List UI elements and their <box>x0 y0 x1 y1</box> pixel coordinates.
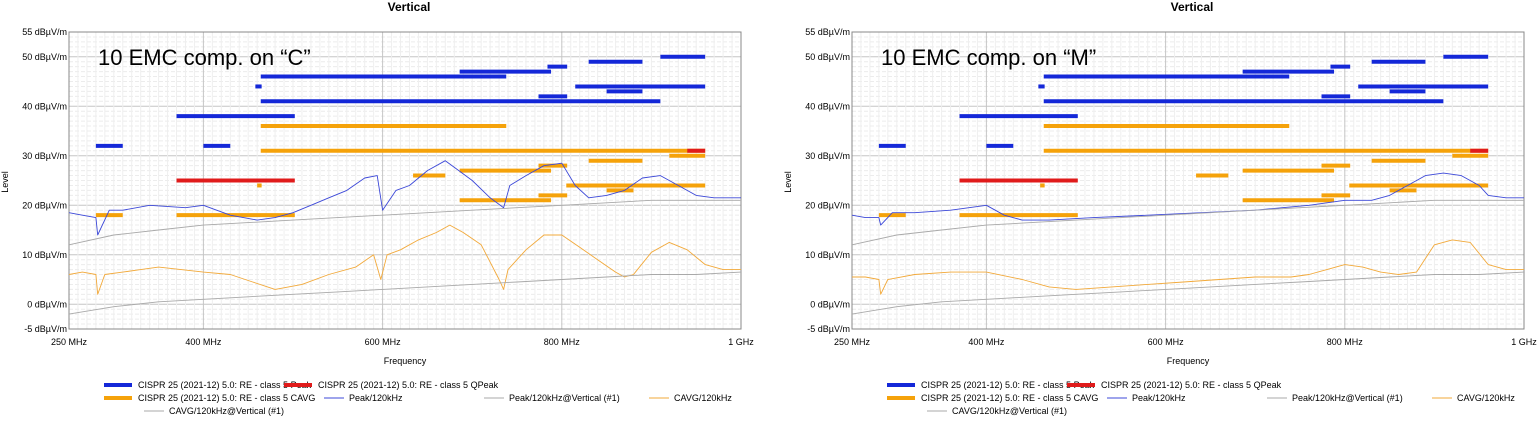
legend-label: CISPR 25 (2021-12) 5.0: RE - class 5 QPe… <box>318 380 499 390</box>
peak-120khz-vertical-1-trace <box>68 199 741 246</box>
legend-label: Peak/120kHz <box>349 393 403 403</box>
y-tick-label: 10 dBµV/m <box>805 250 850 260</box>
legend-label: CISPR 25 (2021-12) 5.0: RE - class 5 CAV… <box>138 393 315 403</box>
chart-m-legend: CISPR 25 (2021-12) 5.0: RE - class 5 Pea… <box>887 380 1515 416</box>
legend-label: CISPR 25 (2021-12) 5.0: RE - class 5 Pea… <box>921 380 1095 390</box>
peak-120khz-trace <box>851 172 1524 226</box>
peak-120khz-vertical-1-trace <box>851 199 1524 246</box>
x-tick-label: 800 MHz <box>1327 337 1364 347</box>
y-tick-label: 40 dBµV/m <box>805 101 850 111</box>
y-tick-label: 0 dBµV/m <box>27 299 67 309</box>
y-tick-label: 55 dBµV/m <box>22 27 67 37</box>
x-tick-label: 1 GHz <box>1511 337 1537 347</box>
x-tick-label: 800 MHz <box>544 337 581 347</box>
chart-m: Vertical -5 dBµV/m 0 dBµV/m 10 dBµV/m 20 dB… <box>783 0 1537 416</box>
chart-m-limits <box>878 54 1489 218</box>
legend-label: CAVG/120kHz@Vertical (#1) <box>952 406 1067 416</box>
x-tick-label: 1 GHz <box>728 337 754 347</box>
legend-label: Peak/120kHz <box>1132 393 1186 403</box>
legend-label: CAVG/120kHz <box>674 393 732 403</box>
y-tick-label: 40 dBµV/m <box>22 101 67 111</box>
legend-label: CAVG/120kHz <box>1457 393 1515 403</box>
chart-m-x-ticks: 250 MHz 400 MHz 600 MHz 800 MHz 1 GHz <box>834 337 1537 347</box>
x-tick-label: 400 MHz <box>185 337 222 347</box>
chart-m-y-ticks: -5 dBµV/m 0 dBµV/m 10 dBµV/m 20 dBµV/m 30 dB… <box>805 27 850 334</box>
y-tick-label: 0 dBµV/m <box>810 299 850 309</box>
legend-label: CISPR 25 (2021-12) 5.0: RE - class 5 CAV… <box>921 393 1098 403</box>
y-tick-label: 30 dBµV/m <box>805 151 850 161</box>
cavg-120khz-vertical-1-trace <box>68 271 742 315</box>
x-tick-label: 250 MHz <box>51 337 88 347</box>
chart-c-ylabel: Level <box>0 171 10 193</box>
y-tick-label: 30 dBµV/m <box>22 151 67 161</box>
y-tick-label: 20 dBµV/m <box>805 200 850 210</box>
chart-m-ylabel: Level <box>783 171 793 193</box>
chart-m-annotation: 10 EMC comp. on “M” <box>881 45 1096 70</box>
y-tick-label: 10 dBµV/m <box>22 250 67 260</box>
chart-c-traces <box>68 160 742 315</box>
y-tick-label: 50 dBµV/m <box>22 52 67 62</box>
x-tick-label: 600 MHz <box>365 337 402 347</box>
chart-c-limits <box>95 54 706 218</box>
chart-c-annotation: 10 EMC comp. on “C” <box>98 45 311 70</box>
x-tick-label: 250 MHz <box>834 337 871 347</box>
cavg-120khz-vertical-1-trace <box>851 271 1525 315</box>
y-tick-label: 20 dBµV/m <box>22 200 67 210</box>
legend-label: CAVG/120kHz@Vertical (#1) <box>169 406 284 416</box>
chart-m-traces <box>851 172 1525 315</box>
legend-label: Peak/120kHz@Vertical (#1) <box>1292 393 1403 403</box>
chart-c-title: Vertical <box>388 0 431 14</box>
legend-label: CISPR 25 (2021-12) 5.0: RE - class 5 Pea… <box>138 380 312 390</box>
chart-m-xlabel: Frequency <box>1167 356 1210 366</box>
x-tick-label: 400 MHz <box>968 337 1005 347</box>
chart-c-y-ticks: -5 dBµV/m 0 dBµV/m 10 dBµV/m 20 dBµV/m 30 dB… <box>22 27 67 334</box>
cavg-120khz-trace <box>68 224 741 295</box>
x-tick-label: 600 MHz <box>1148 337 1185 347</box>
chart-c: Vertical -5 dBµV/m 0 dBµV/m 10 dBµV/m 20 dB… <box>0 0 754 416</box>
y-tick-label: -5 dBµV/m <box>24 324 67 334</box>
peak-120khz-trace <box>68 160 741 236</box>
chart-c-xlabel: Frequency <box>384 356 427 366</box>
y-tick-label: 50 dBµV/m <box>805 52 850 62</box>
y-tick-label: -5 dBµV/m <box>807 324 850 334</box>
chart-c-legend: CISPR 25 (2021-12) 5.0: RE - class 5 Pea… <box>104 380 732 416</box>
legend-label: CISPR 25 (2021-12) 5.0: RE - class 5 QPe… <box>1101 380 1282 390</box>
cavg-120khz-trace <box>852 239 1524 295</box>
chart-m-plot-area <box>851 31 1525 330</box>
chart-c-x-ticks: 250 MHz 400 MHz 600 MHz 800 MHz 1 GHz <box>51 337 754 347</box>
legend-label: Peak/120kHz@Vertical (#1) <box>509 393 620 403</box>
y-tick-label: 55 dBµV/m <box>805 27 850 37</box>
chart-m-title: Vertical <box>1171 0 1214 14</box>
chart-c-plot-area <box>68 31 742 330</box>
